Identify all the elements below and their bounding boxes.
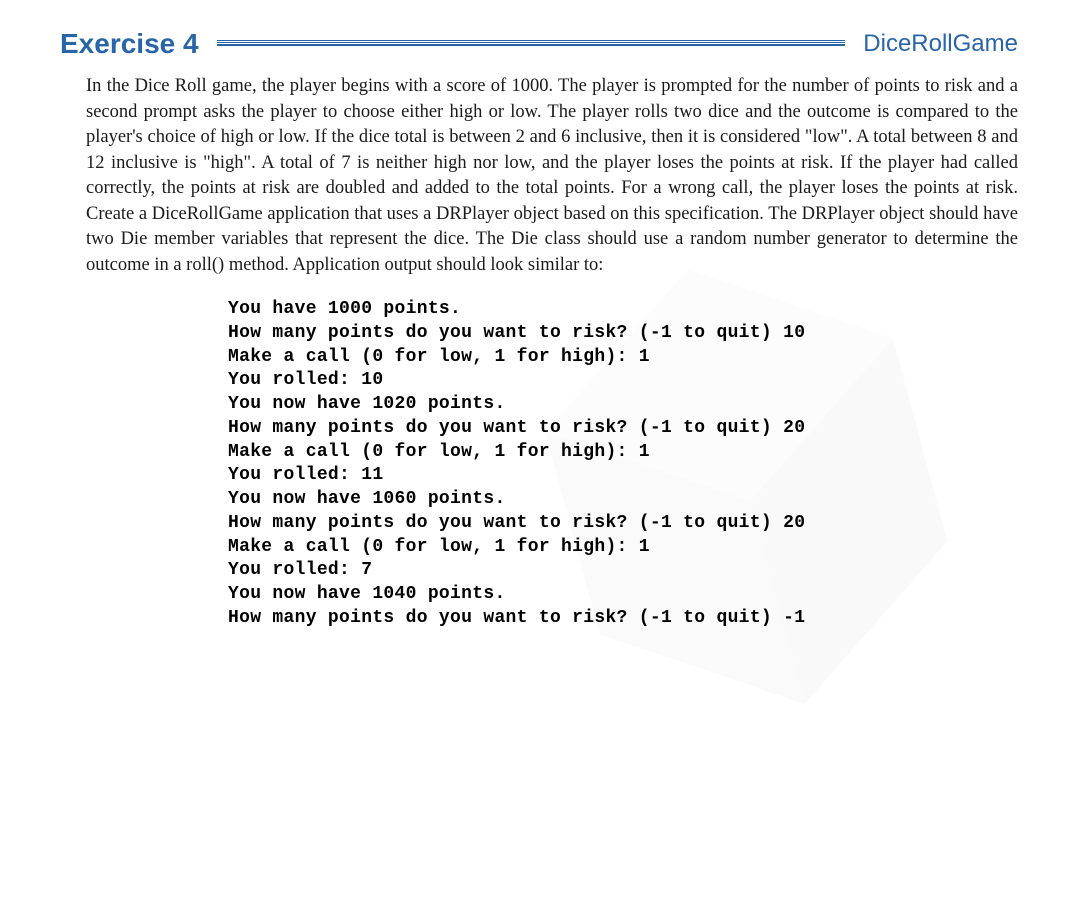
page-content: Exercise 4 DiceRollGame In the Dice Roll… <box>60 28 1018 631</box>
exercise-description: In the Dice Roll game, the player begins… <box>86 74 1018 278</box>
header-divider-line <box>217 42 846 46</box>
exercise-number-label: Exercise 4 <box>60 28 199 60</box>
console-output-block: You have 1000 points. How many points do… <box>228 298 1018 631</box>
exercise-title: DiceRollGame <box>863 30 1018 58</box>
exercise-header: Exercise 4 DiceRollGame <box>60 28 1018 60</box>
